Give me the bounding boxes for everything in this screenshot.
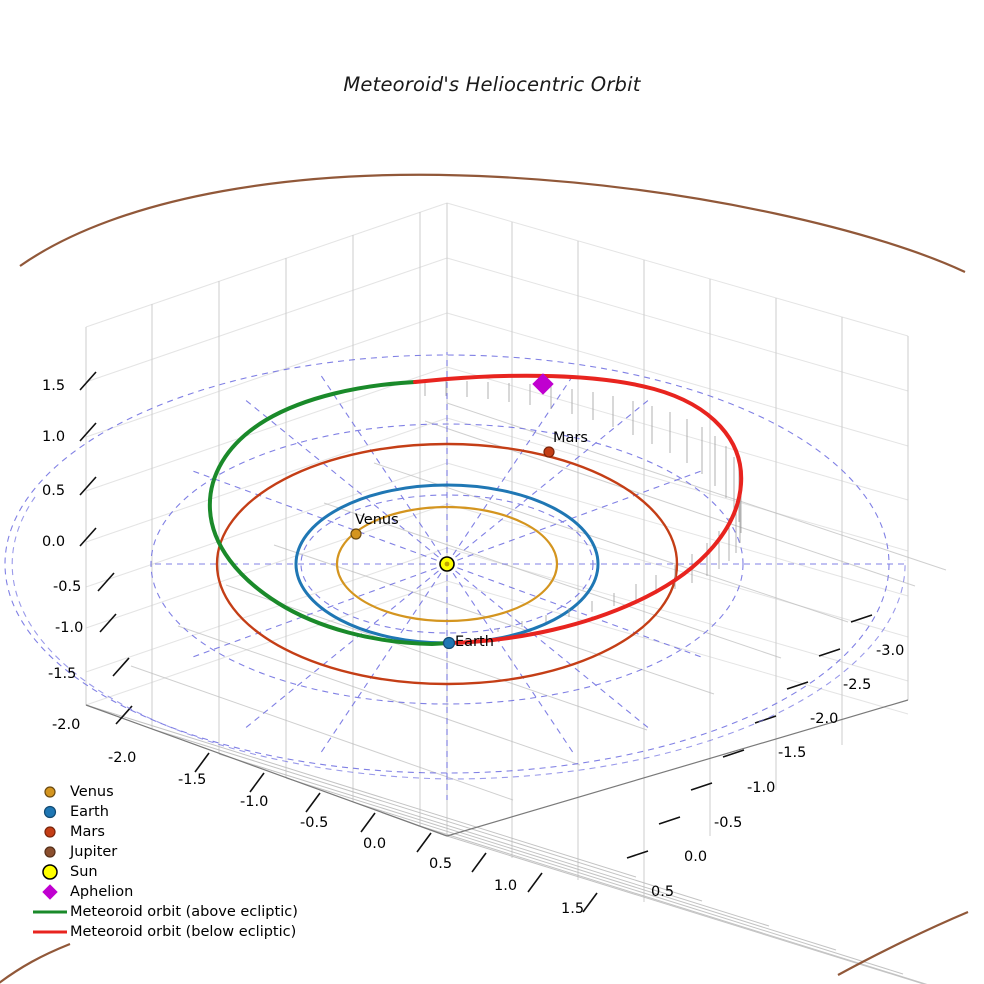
meteoroid-orbit-above [207,380,451,647]
y-tick-label: 0.5 [651,884,675,900]
legend-item-orbit-above[interactable]: Meteoroid orbit (above ecliptic) [30,902,298,922]
mars-marker[interactable] [543,446,555,458]
legend-label: Earth [70,804,109,820]
legend: Venus Earth Mars Jupiter Sun [30,782,298,942]
aphelion-swatch-icon [30,882,70,902]
meteoroid-orbit-below [413,373,744,645]
y-tick-label: -3.0 [876,643,905,659]
y-tick-label: -2.5 [843,677,872,693]
mars-swatch-icon [30,822,70,842]
y-tick-label: -1.5 [778,745,807,761]
legend-item-mars[interactable]: Mars [30,822,292,842]
legend-item-aphelion[interactable]: Aphelion [30,882,292,902]
legend-item-orbit-below[interactable]: Meteoroid orbit (below ecliptic) [30,922,296,942]
axes-pane-grid [85,202,909,902]
y-tick-label: -0.5 [714,815,743,831]
x-tick-label: 1.0 [494,878,518,894]
x-tick-label: 0.0 [363,836,387,852]
y-tick-label: 0.0 [684,849,708,865]
legend-item-earth[interactable]: Earth [30,802,292,822]
z-tick-label: -0.5 [53,579,82,595]
x-tick-label: -1.0 [240,794,269,810]
z-axis-ticks [79,371,133,725]
legend-label: Meteoroid orbit (above ecliptic) [70,904,298,920]
venus-marker[interactable] [350,528,362,540]
z-tick-label: -1.0 [55,620,84,636]
z-tick-label: 1.0 [42,429,66,445]
floor-grid [85,402,947,984]
page-title: Meteoroid's Heliocentric Orbit [343,73,641,96]
aphelion-marker[interactable] [532,373,554,395]
legend-label: Venus [70,784,114,800]
legend-label: Meteoroid orbit (below ecliptic) [70,924,297,940]
legend-label: Aphelion [70,884,134,900]
venus-swatch-icon [30,782,70,802]
y-axis-ticks [626,614,873,859]
venus-orbit [335,505,559,623]
x-tick-label: 0.5 [429,856,453,872]
x-tick-label: -2.0 [108,750,137,766]
earth-label: Earth [455,634,494,650]
jupiter-orbit [0,173,969,984]
legend-item-sun[interactable]: Sun [30,862,292,882]
sun-swatch-icon [30,862,70,882]
z-tick-label: 0.5 [42,483,66,499]
x-tick-label: -1.5 [178,772,207,788]
legend-label: Mars [70,824,105,840]
z-tick-label: -2.0 [52,717,81,733]
meteoroid-stem-lines [424,381,742,632]
earth-marker[interactable] [442,636,456,650]
venus-label: Venus [355,512,399,528]
x-axis-ticks [194,752,598,913]
z-tick-label: -1.5 [48,666,77,682]
legend-label: Jupiter [70,844,118,860]
mars-orbit [215,442,679,686]
z-tick-label: 0.0 [42,534,66,550]
legend-item-jupiter[interactable]: Jupiter [30,842,292,862]
axis-spines [85,699,909,837]
legend-label: Sun [70,864,98,880]
y-tick-label: -2.0 [810,711,839,727]
x-tick-label: 1.5 [561,901,585,917]
jupiter-swatch-icon [30,842,70,862]
x-tick-label: -0.5 [300,815,329,831]
earth-swatch-icon [30,802,70,822]
orbit-above-swatch-icon [30,902,70,922]
z-tick-label: 1.5 [42,378,66,394]
sun-marker[interactable] [439,556,455,572]
y-tick-label: -1.0 [747,780,776,796]
polar-grid [4,352,906,800]
mars-label: Mars [553,430,588,446]
orbit-below-swatch-icon [30,922,70,942]
legend-item-venus[interactable]: Venus [30,782,292,802]
